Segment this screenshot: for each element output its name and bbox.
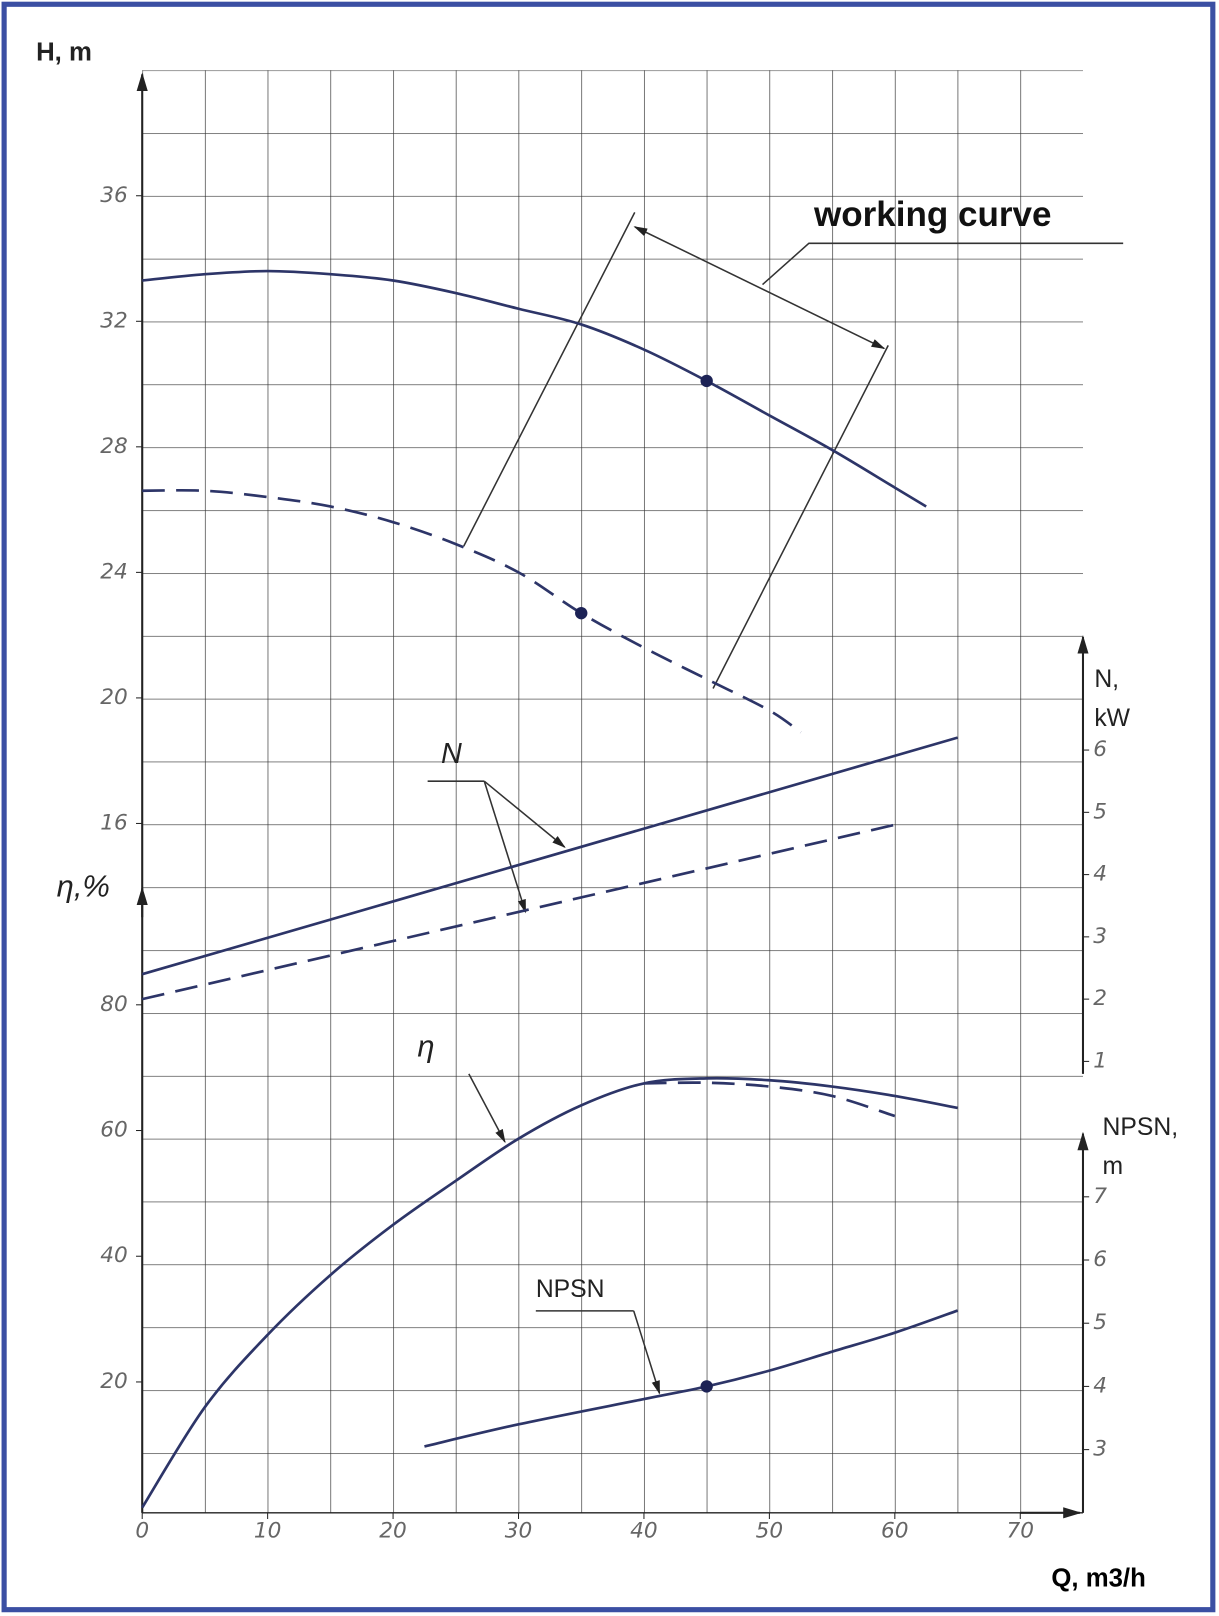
leaders bbox=[427, 780, 661, 1395]
x-tick-label: 70 bbox=[1006, 1518, 1034, 1543]
y-tick-label: 20 bbox=[100, 685, 128, 710]
y-tick-label: 24 bbox=[100, 559, 128, 584]
y-axis-label: η,% bbox=[57, 869, 110, 904]
y-axis-label: kW bbox=[1094, 705, 1130, 732]
annotation: NPSN bbox=[536, 1276, 605, 1303]
curve bbox=[141, 736, 958, 976]
grid bbox=[142, 70, 1083, 1513]
y-tick-label: 7 bbox=[1093, 1184, 1107, 1209]
y-tick-label: 3 bbox=[1093, 924, 1107, 949]
curve bbox=[142, 269, 927, 508]
curve bbox=[141, 823, 896, 1001]
x-tick-label: 10 bbox=[254, 1518, 282, 1543]
y-axis-label: H, m bbox=[36, 39, 92, 67]
operating-point bbox=[700, 1380, 713, 1393]
x-tick-label: 20 bbox=[379, 1518, 407, 1543]
operating-point bbox=[575, 606, 588, 620]
y-axis-label: m bbox=[1103, 1153, 1124, 1180]
y-tick-label: 80 bbox=[100, 992, 128, 1017]
y-tick-label: 6 bbox=[1093, 737, 1107, 762]
y-tick-label: 28 bbox=[100, 434, 128, 459]
curve bbox=[142, 488, 802, 734]
y-tick-label: 32 bbox=[100, 308, 128, 333]
y-tick-label: 6 bbox=[1093, 1247, 1107, 1272]
x-tick-label: 0 bbox=[135, 1518, 149, 1543]
annotation: η bbox=[417, 1028, 434, 1063]
x-tick-label: 40 bbox=[630, 1518, 658, 1543]
working-curve-bracket bbox=[463, 212, 1124, 689]
y-tick-label: 60 bbox=[100, 1118, 128, 1143]
curve bbox=[643, 1081, 896, 1118]
y-tick-label: 16 bbox=[100, 810, 128, 835]
x-tick-label: 60 bbox=[881, 1518, 909, 1543]
y-tick-label: 5 bbox=[1093, 1310, 1107, 1335]
y-tick-label: 36 bbox=[100, 183, 128, 208]
x-tick-label: 30 bbox=[505, 1518, 533, 1543]
annotation: N bbox=[441, 738, 462, 770]
y-tick-label: 40 bbox=[100, 1243, 128, 1268]
y-tick-label: 5 bbox=[1093, 799, 1107, 824]
y-tick-label: 1 bbox=[1093, 1048, 1107, 1073]
curve bbox=[141, 1076, 958, 1509]
annotation: working curve bbox=[813, 195, 1051, 234]
y-tick-label: 2 bbox=[1093, 986, 1107, 1011]
curve bbox=[424, 1309, 958, 1448]
y-tick-label: 3 bbox=[1093, 1437, 1107, 1462]
y-tick-label: 4 bbox=[1093, 1373, 1107, 1398]
y-tick-label: 4 bbox=[1093, 862, 1107, 887]
y-tick-label: 20 bbox=[100, 1369, 128, 1394]
y-axis-label: NPSN, bbox=[1103, 1114, 1179, 1141]
operating-point bbox=[700, 374, 713, 388]
x-axis-label: Q, m3/h bbox=[1051, 1565, 1145, 1593]
y-axis-label: N, bbox=[1094, 666, 1119, 693]
x-tick-label: 50 bbox=[756, 1518, 784, 1543]
